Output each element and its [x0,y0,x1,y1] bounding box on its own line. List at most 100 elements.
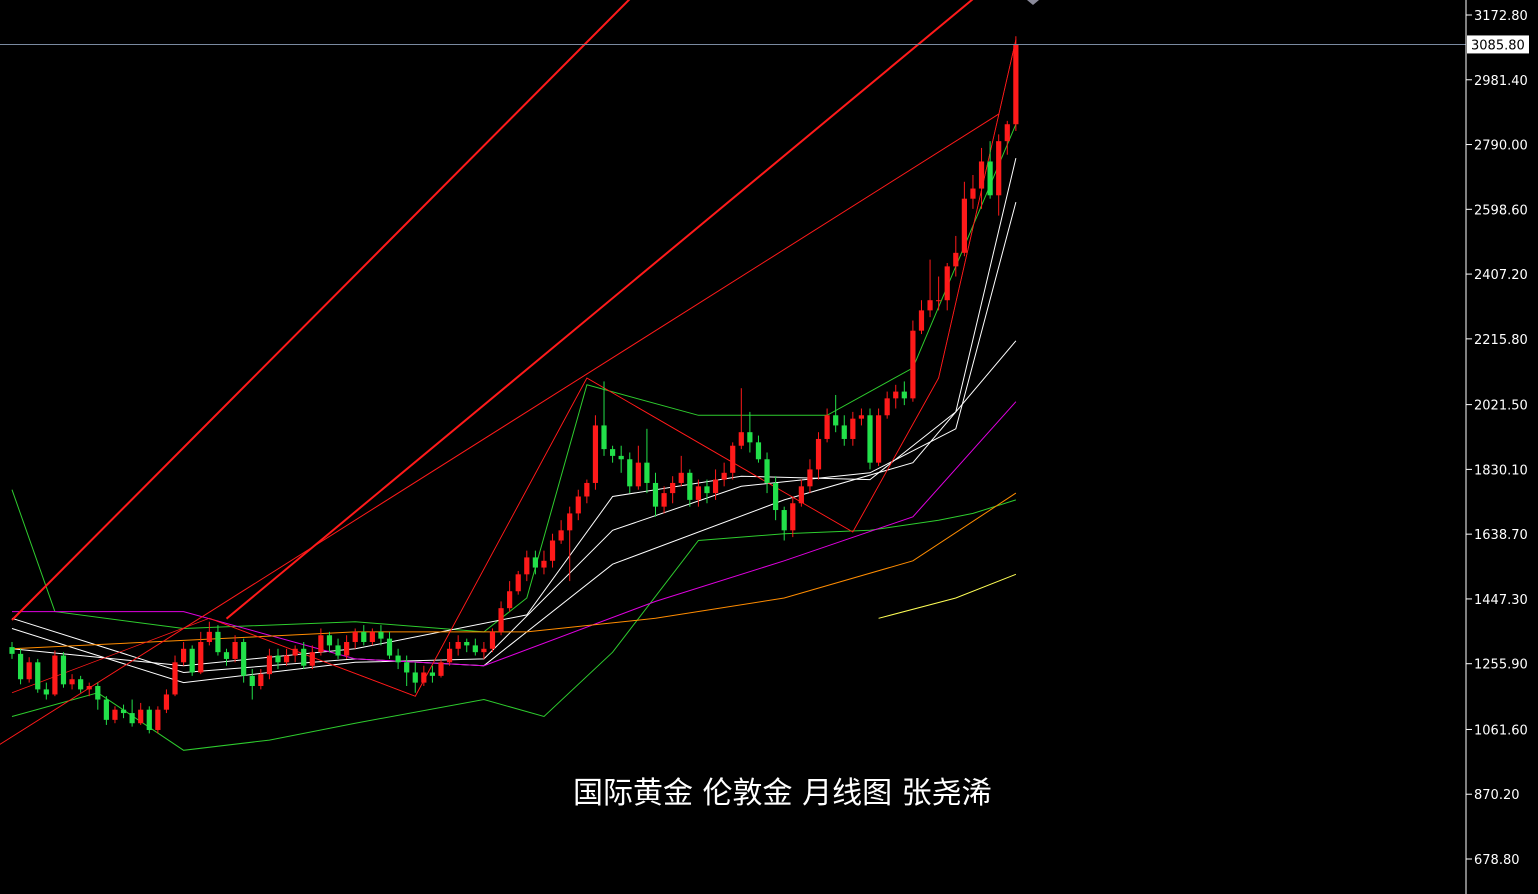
candle-body [541,560,547,568]
candle-body [884,398,890,416]
candle [69,674,75,690]
moving-average-line [11,157,1017,667]
candle [833,394,839,433]
candle-body [481,648,487,653]
candle [206,621,212,646]
candle-body [275,655,281,663]
candle-body [69,679,75,685]
candle [17,648,24,685]
candle-body [661,493,667,507]
y-tick-label: 3172.80 [1474,9,1528,24]
candle [335,638,341,659]
candle [421,665,427,687]
candle [524,550,530,582]
candle [292,645,298,663]
candle-body [43,689,49,695]
candle-body [721,472,727,480]
candle-body [601,425,607,450]
candle [155,706,161,734]
candle [936,276,942,311]
candle [807,459,813,494]
candle [172,655,178,697]
candle [721,462,727,487]
candle [404,655,410,687]
candle [592,415,599,490]
candle-body [875,415,882,463]
candle-body [189,648,195,673]
candle [189,645,195,676]
candle [412,662,418,693]
candle-body [112,709,118,720]
candle-body [198,642,204,673]
candle [138,702,144,725]
candle [549,533,556,568]
candle-body [695,486,701,500]
candle-body [764,459,770,483]
candle-body [464,642,470,646]
candle [987,141,993,199]
y-tick-label: 2021.50 [1474,399,1528,414]
candle-body [532,557,538,568]
candle [35,658,41,693]
y-tick-label: 2598.60 [1474,203,1528,218]
candle-body [798,486,804,504]
candle [815,432,822,480]
candle [644,428,650,494]
candle-body [103,699,109,720]
moving-average-line [11,201,1017,684]
candle [395,648,401,670]
candle-body [138,709,144,724]
candle [764,452,770,494]
candle-body [78,679,84,690]
candle-body [738,432,744,446]
candle-body [747,432,753,443]
bollinger-lower-line [11,499,1017,751]
candle-body [489,631,496,649]
candle-body [206,631,212,643]
candle-body [26,662,32,680]
candle [601,381,607,456]
candle-body [95,686,101,700]
candle-body [610,449,616,456]
candle-body [172,662,178,695]
candle-body [712,479,719,494]
candle [790,496,796,538]
candle-body [910,330,916,399]
candle [369,628,375,646]
candle-body [670,482,676,494]
y-tick-label: 2790.00 [1474,139,1528,154]
candle-body [258,674,264,687]
candle [129,699,135,727]
channel-line [11,0,631,621]
candle-body [867,415,873,463]
zigzag-line [209,39,1017,697]
candle [498,601,504,636]
candle-body [249,675,255,687]
candle-body [395,655,401,663]
candle [258,669,264,690]
candle-body [404,662,410,673]
candle [867,408,873,470]
candle-body [858,415,865,419]
channel-line [225,0,974,620]
y-axis-ticks: 3172.80 2981.40 2790.00 2598.60 2407.20 2215.… [1466,9,1528,868]
candle [661,486,667,514]
candle-body [163,694,170,710]
candle-body [824,415,830,439]
candle [318,628,324,656]
candle-body [181,648,187,663]
candle-body [918,310,925,331]
last-price-tag: 3085.80 [1467,35,1529,54]
candle-body [584,482,590,497]
candle-body [773,482,779,511]
candle-body [223,652,230,659]
candle [438,658,444,678]
candle-body [944,266,950,301]
candle [918,300,925,335]
candle [850,411,856,446]
candle [455,635,461,656]
candle [464,638,470,653]
candle-body [687,472,693,500]
